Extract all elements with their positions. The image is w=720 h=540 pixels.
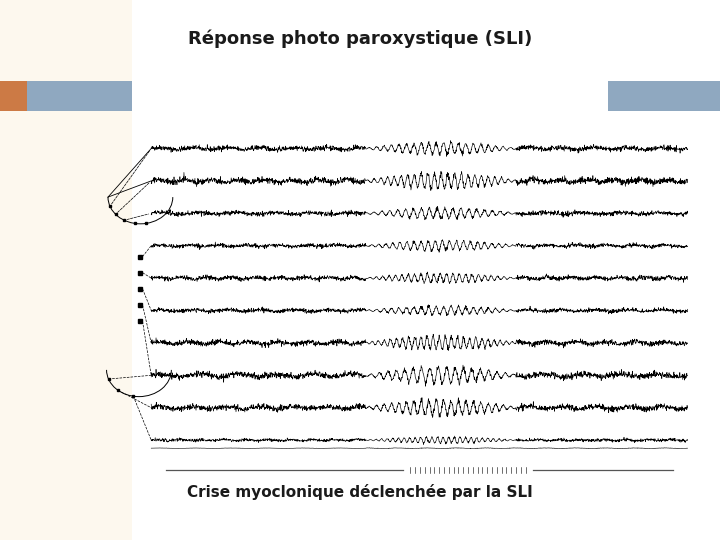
Bar <box>27 81 132 111</box>
Text: Réponse photo paroxystique (SLI): Réponse photo paroxystique (SLI) <box>188 30 532 48</box>
Bar <box>0 0 132 540</box>
Bar <box>608 81 720 111</box>
Text: Crise myoclonique déclenchée par la SLI: Crise myoclonique déclenchée par la SLI <box>187 483 533 500</box>
Bar <box>0 81 27 111</box>
